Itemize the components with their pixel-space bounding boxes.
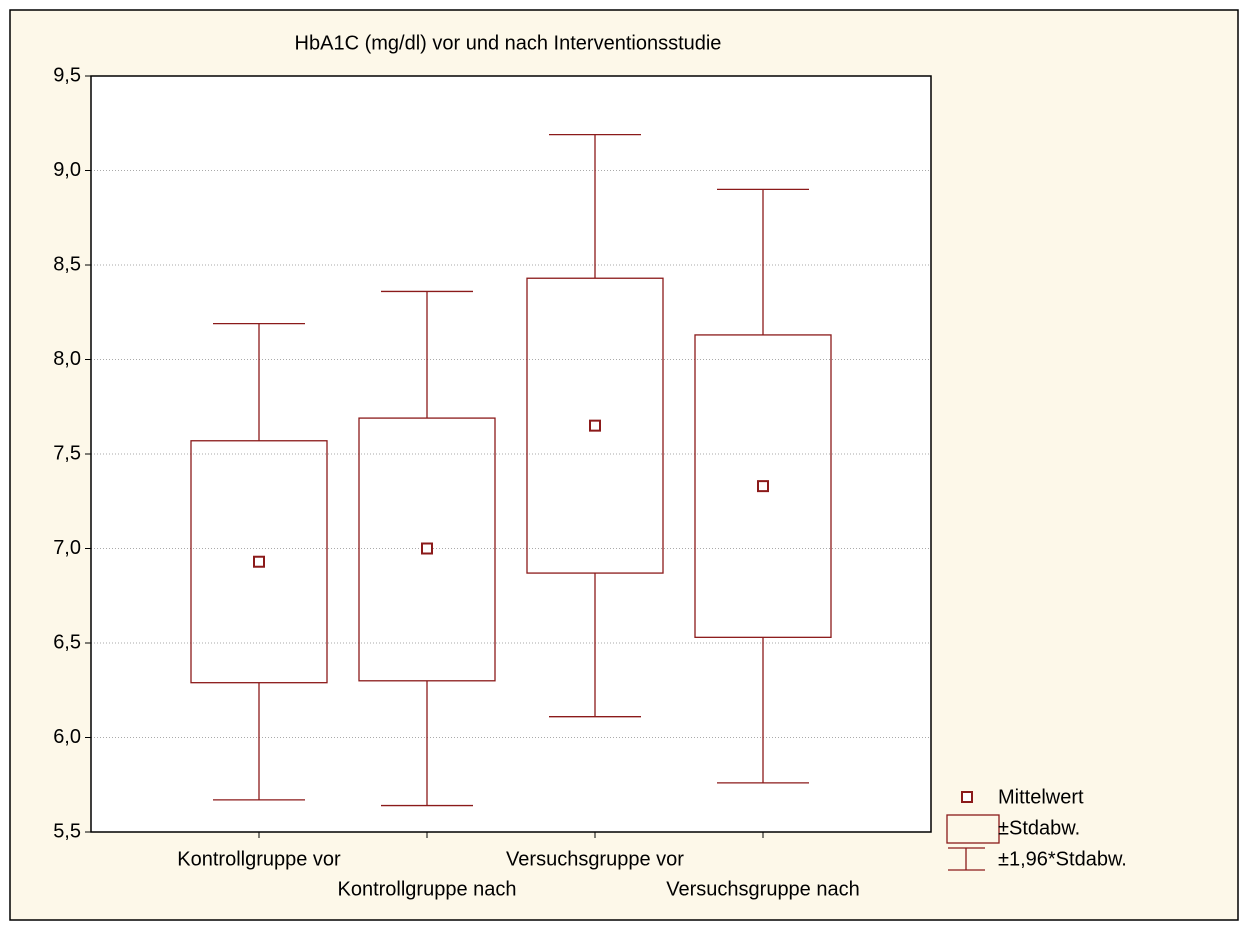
plot-frame <box>90 75 932 833</box>
mean-marker <box>589 419 601 432</box>
y-tick-label: 6,0 <box>53 726 81 748</box>
legend-label: ±Stdabw. <box>998 817 1080 839</box>
y-tick-label: 9,5 <box>53 64 81 86</box>
sd-box <box>526 277 664 574</box>
mean-marker <box>757 480 769 493</box>
y-tick-label: 7,5 <box>53 442 81 464</box>
mean-marker <box>421 542 433 555</box>
legend-label: Mittelwert <box>998 786 1084 808</box>
x-tick-label: Kontrollgruppe nach <box>337 878 516 900</box>
mean-marker <box>253 555 265 568</box>
y-tick-label: 7,0 <box>53 537 81 559</box>
y-tick-label: 8,5 <box>53 253 81 275</box>
legend-mean-symbol <box>961 791 973 803</box>
x-tick-label: Kontrollgruppe vor <box>177 848 341 870</box>
y-tick-label: 9,0 <box>53 159 81 181</box>
chart-title: HbA1C (mg/dl) vor und nach Interventions… <box>295 32 722 54</box>
x-tick-label: Versuchsgruppe nach <box>666 878 859 900</box>
legend-box-symbol <box>946 814 1000 844</box>
x-tick-label: Versuchsgruppe vor <box>506 848 684 870</box>
y-tick-label: 6,5 <box>53 631 81 653</box>
y-tick-label: 8,0 <box>53 348 81 370</box>
sd-box <box>190 440 328 684</box>
legend-label: ±1,96*Stdabw. <box>998 848 1127 870</box>
y-tick-label: 5,5 <box>53 820 81 842</box>
sd-box <box>358 417 496 682</box>
sd-box <box>694 334 832 638</box>
